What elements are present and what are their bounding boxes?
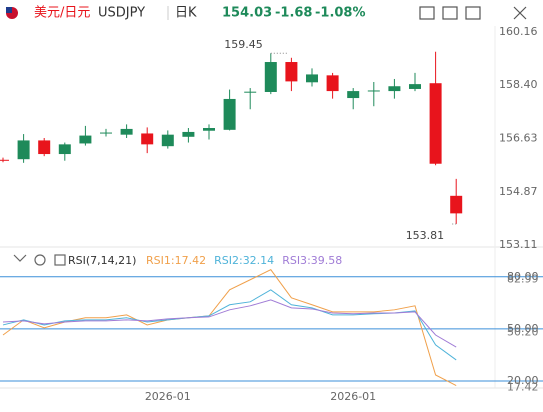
legend-part: 17.42 xyxy=(175,254,207,267)
legend-part: RSI1 xyxy=(146,254,171,267)
rsi-line xyxy=(2,299,457,348)
legend-part: 39.58 xyxy=(311,254,343,267)
indicator-settings-icon[interactable] xyxy=(34,254,46,266)
legend-part: 32.14 xyxy=(243,254,275,267)
period[interactable]: 日K xyxy=(175,6,197,21)
candle-body xyxy=(58,144,71,155)
candle-body xyxy=(17,140,30,160)
candle-body xyxy=(409,84,421,89)
annotation: 153.81 xyxy=(406,229,445,242)
value-tag: 82.99 xyxy=(507,273,539,286)
rsi-line xyxy=(2,289,457,361)
legend-part: RSI2 xyxy=(214,254,239,267)
header-bar xyxy=(0,0,543,26)
candle-body xyxy=(0,159,9,161)
symbol: USDJPY xyxy=(98,6,145,21)
candle-body xyxy=(244,91,257,93)
candle-body xyxy=(306,74,318,83)
candle-body xyxy=(285,62,298,82)
x-tick-label: 2026-01 xyxy=(145,390,191,403)
value-tag: 17.42 xyxy=(507,381,539,394)
annotation: 159.45 xyxy=(224,38,263,51)
candle-body xyxy=(182,131,195,137)
y-tick-label: 160.16 xyxy=(499,25,538,38)
collapse-icon[interactable] xyxy=(13,254,27,262)
candle-body xyxy=(38,140,51,155)
draw-icon[interactable] xyxy=(419,6,435,20)
candle-body xyxy=(367,90,380,92)
candle-body xyxy=(203,128,215,131)
flag-canton xyxy=(6,7,12,13)
y-tick-label: 153.11 xyxy=(499,238,538,251)
change: -1.68 xyxy=(275,6,312,21)
x-tick-label: 2026-01 xyxy=(330,390,376,403)
legend-part: : xyxy=(307,254,311,267)
candle-body xyxy=(141,133,154,145)
rsi-line xyxy=(2,269,457,386)
y-tick-label: 158.40 xyxy=(499,78,538,91)
candle-body xyxy=(388,86,401,92)
candle-body xyxy=(161,134,174,147)
change-pct: -1.08% xyxy=(315,6,366,21)
candle-body xyxy=(223,98,236,130)
legend-entry: RSI1:17.42 xyxy=(146,254,206,267)
candle-body xyxy=(326,75,339,92)
value-tag: 50.20 xyxy=(507,326,539,339)
settings-icon[interactable] xyxy=(465,6,481,20)
legend-entry: RSI3:39.58 xyxy=(282,254,342,267)
close-icon[interactable] xyxy=(513,6,527,20)
y-tick-label: 20.00 xyxy=(507,374,539,387)
pen-icon[interactable] xyxy=(442,6,458,20)
y-tick-label: 154.87 xyxy=(499,185,538,198)
y-tick-label: 80.00 xyxy=(507,270,539,283)
legend-part: RSI3 xyxy=(282,254,307,267)
candle-body xyxy=(120,128,133,135)
candle-body xyxy=(264,62,277,92)
y-tick-label: 156.63 xyxy=(499,132,538,145)
pair-name: 美元/日元 xyxy=(34,6,90,21)
candle-body xyxy=(100,132,112,134)
indicator-add-icon[interactable] xyxy=(54,254,66,266)
price: 154.03 xyxy=(222,6,272,21)
candle-body xyxy=(79,135,92,144)
y-tick-label: 50.00 xyxy=(507,322,539,335)
rsi-title: RSI(7,14,21) xyxy=(68,254,136,267)
candle-body xyxy=(347,91,360,99)
legend-entry: RSI2:32.14 xyxy=(214,254,274,267)
legend-part: : xyxy=(239,254,243,267)
legend-part: : xyxy=(171,254,175,267)
candle-body xyxy=(429,83,442,164)
candle-body xyxy=(450,195,463,214)
